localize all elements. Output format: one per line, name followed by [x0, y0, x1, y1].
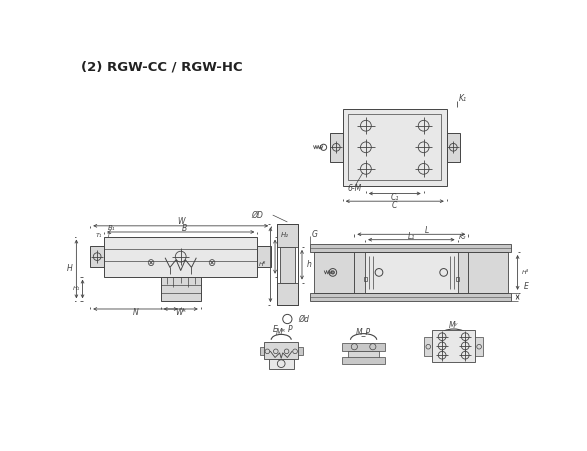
Text: M_P: M_P — [356, 327, 371, 336]
Text: P: P — [288, 325, 292, 334]
Text: K₂: K₂ — [459, 234, 467, 239]
Bar — [355, 252, 468, 293]
Text: K₁: K₁ — [458, 94, 466, 103]
Bar — [363, 277, 367, 281]
Bar — [104, 237, 257, 276]
Bar — [348, 350, 379, 358]
Text: Mᴿ: Mᴿ — [276, 327, 286, 336]
Bar — [276, 282, 298, 305]
Text: H³: H³ — [522, 270, 529, 275]
Text: H₂: H₂ — [281, 232, 289, 238]
Bar — [310, 293, 511, 301]
Bar — [276, 224, 298, 305]
Text: Hᴿ: Hᴿ — [259, 262, 266, 267]
Bar — [342, 357, 385, 364]
Text: G: G — [311, 230, 317, 239]
Bar — [475, 337, 483, 356]
Circle shape — [331, 271, 335, 274]
Bar — [343, 109, 447, 186]
Bar — [257, 246, 271, 267]
Text: T: T — [107, 233, 111, 238]
Text: W: W — [177, 217, 184, 226]
Text: B₁: B₁ — [108, 225, 116, 231]
Text: ⊗: ⊗ — [146, 258, 154, 267]
Bar — [280, 247, 295, 282]
Text: E: E — [272, 325, 278, 334]
Text: L: L — [424, 226, 429, 235]
Text: N: N — [133, 308, 139, 318]
Bar — [424, 337, 432, 356]
Text: C: C — [392, 201, 397, 210]
Bar — [264, 342, 298, 359]
Text: B: B — [182, 224, 187, 233]
Bar — [447, 133, 460, 162]
Text: H: H — [67, 264, 73, 273]
Text: Mʸ: Mʸ — [449, 322, 458, 331]
Text: H₁: H₁ — [73, 286, 80, 291]
Text: L₁: L₁ — [408, 232, 415, 241]
Text: 6-M: 6-M — [348, 184, 362, 193]
Bar — [355, 252, 365, 293]
Bar — [259, 347, 264, 355]
Bar — [432, 330, 475, 362]
Text: Wᴿ: Wᴿ — [176, 308, 186, 318]
Bar — [269, 359, 294, 369]
Bar — [310, 244, 511, 252]
Bar — [456, 277, 459, 281]
Text: (2) RGW-CC / RGW-HC: (2) RGW-CC / RGW-HC — [81, 60, 242, 73]
Text: T₁: T₁ — [96, 233, 103, 238]
Bar — [90, 246, 104, 267]
Bar — [342, 343, 385, 350]
Bar — [330, 133, 343, 162]
Bar — [313, 252, 508, 293]
Bar — [161, 276, 201, 301]
Bar — [348, 114, 441, 180]
Text: ⊗: ⊗ — [207, 258, 215, 267]
Text: h: h — [306, 260, 312, 269]
Text: E: E — [524, 282, 529, 291]
Bar — [298, 347, 303, 355]
Text: C₁: C₁ — [390, 193, 399, 202]
Bar — [276, 224, 298, 247]
Bar — [457, 252, 468, 293]
Text: Ød: Ød — [298, 314, 309, 323]
Text: ØD: ØD — [251, 211, 263, 220]
